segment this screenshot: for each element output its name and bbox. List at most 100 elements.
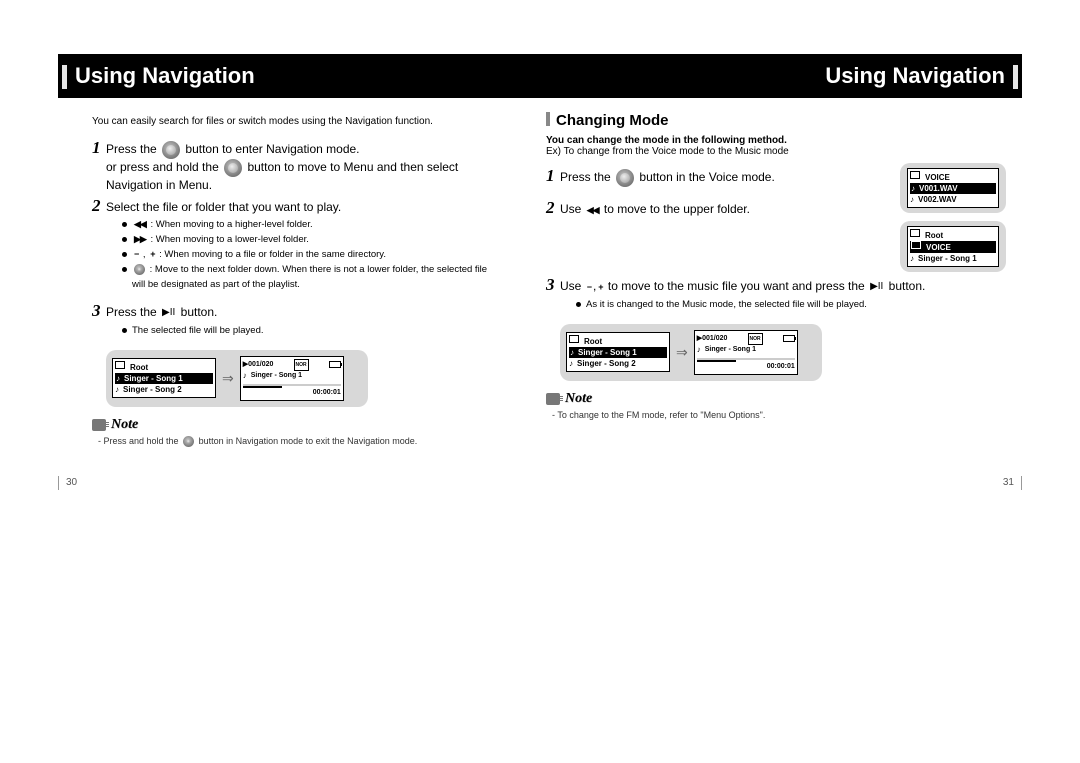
text: Singer - Song 1	[705, 345, 756, 355]
lcd-nav: Root Singer - Song 1 Singer - Song 2	[112, 358, 216, 398]
nav-dial-icon	[224, 159, 242, 177]
step-body: Select the file or folder that you want …	[106, 199, 492, 298]
plus-icon: +	[150, 247, 154, 262]
text: button.	[181, 305, 218, 319]
text: Singer - Song 1	[124, 373, 183, 384]
text: to move to the upper folder.	[604, 202, 750, 216]
nav-dial-icon	[162, 141, 180, 159]
progress	[697, 358, 795, 360]
section-heading: Changing Mode	[546, 112, 1006, 129]
nav-dial-icon	[616, 169, 634, 187]
step-number: 1	[546, 169, 560, 183]
left-column: You can easily search for files or switc…	[92, 110, 492, 448]
step-number: 2	[546, 201, 560, 215]
bullet: ▶▶ : When moving to a lower-level folder…	[122, 232, 492, 247]
text: VOICE	[925, 172, 950, 183]
music-icon	[911, 183, 916, 194]
text: 001/020	[702, 335, 727, 342]
lcd-row-selected: V001.WAV	[910, 183, 996, 194]
margin-line	[58, 476, 59, 490]
step-number: 1	[92, 141, 106, 155]
folder-icon	[910, 229, 922, 241]
text: Singer - Song 2	[577, 358, 636, 369]
note-header: Note	[546, 391, 1006, 407]
note-icon	[546, 393, 560, 405]
lcd-title: Root	[569, 335, 667, 347]
bullet: The selected file will be played.	[122, 323, 492, 338]
note-body: - Press and hold the button in Navigatio…	[98, 435, 492, 448]
note-header: Note	[92, 417, 492, 433]
lcd-row-selected: VOICE	[910, 241, 996, 253]
folder-icon	[910, 171, 922, 183]
step-body: Use −,+ to move to the music file you wa…	[560, 278, 1006, 318]
text: to move to the music file you want and p…	[608, 279, 865, 293]
bullet: ◀◀ : When moving to a higher-level folde…	[122, 217, 492, 232]
text: Singer - Song 1	[251, 371, 302, 381]
step-1: 1 Press the button in the Voice mode.	[546, 169, 880, 187]
text: Select the file or folder that you want …	[106, 200, 341, 214]
battery-icon	[783, 335, 795, 342]
screen-mock: VOICE V001.WAV V002.WAV	[900, 163, 1006, 213]
step-3: 3 Use −,+ to move to the music file you …	[546, 278, 1006, 318]
text: - Press and hold the	[98, 436, 179, 446]
manual-spread: Using Navigation Using Navigation You ca…	[0, 0, 1080, 763]
lcd-nav: Root VOICE Singer - Song 1	[907, 226, 999, 267]
lcd-row: Singer - Song 1	[697, 345, 795, 356]
music-icon	[115, 384, 120, 395]
bullet-list: The selected file will be played.	[122, 323, 492, 338]
arrow-icon: ⇒	[676, 344, 688, 361]
lcd-nav: VOICE V001.WAV V002.WAV	[907, 168, 999, 208]
margin-line	[1021, 476, 1022, 490]
music-icon	[569, 358, 574, 369]
rewind-icon: ◀◀	[134, 217, 146, 232]
page-number-left: 30	[66, 477, 77, 488]
text: V002.WAV	[918, 194, 957, 205]
lcd-nav: Root Singer - Song 1 Singer - Song 2	[566, 332, 670, 372]
music-icon	[570, 347, 575, 358]
nav-dial-icon	[134, 264, 145, 275]
play-pause-icon: ▶II	[870, 279, 883, 295]
right-column: Changing Mode You can change the mode in…	[546, 110, 1006, 422]
step-body: Press the button in the Voice mode.	[560, 169, 880, 187]
text: VOICE	[926, 242, 951, 253]
lcd-play: ▶001/020NOR Singer - Song 1 00:00:01	[694, 330, 798, 375]
folder-icon	[115, 361, 127, 373]
music-icon	[697, 345, 702, 356]
lcd-title: Root	[910, 229, 996, 241]
example-text: Ex) To change from the Voice mode to the…	[546, 146, 1006, 157]
folder-icon	[911, 241, 923, 253]
step-1: 1 Press the button to enter Navigation m…	[92, 141, 492, 193]
text: Singer - Song 2	[123, 384, 182, 395]
nav-dial-icon	[183, 436, 194, 447]
play-pause-icon: ▶II	[162, 305, 175, 321]
text: Root	[130, 362, 148, 373]
text: Move to the next folder down. When there…	[132, 264, 487, 290]
lcd-play: ▶001/020NOR Singer - Song 1 00:00:01	[240, 356, 344, 401]
text: Changing Mode	[556, 112, 669, 129]
side-screens: VOICE V001.WAV V002.WAV Root VOICE Singe…	[900, 163, 1006, 272]
note-body: - To change to the FM mode, refer to "Me…	[552, 409, 1006, 422]
page-number-right: 31	[1003, 477, 1014, 488]
text: V001.WAV	[919, 183, 958, 194]
lcd-row-selected: Singer - Song 1	[569, 347, 667, 358]
lcd-title: Root	[115, 361, 213, 373]
forward-icon: ▶▶	[134, 232, 146, 247]
lcd-row: Singer - Song 2	[115, 384, 213, 395]
progress	[243, 384, 341, 386]
text: button in Navigation mode to exit the Na…	[199, 436, 418, 446]
lcd-row: Singer - Song 1	[243, 371, 341, 382]
text: button.	[889, 279, 926, 293]
heading-bar-icon	[546, 112, 550, 126]
step-body: Press the button to enter Navigation mod…	[106, 141, 492, 193]
text: Press the	[560, 170, 611, 184]
step-body: Use ◀◀ to move to the upper folder.	[560, 201, 880, 218]
text: Press the	[106, 305, 157, 319]
text: When moving to a higher-level folder.	[156, 219, 313, 230]
intro-text: You can easily search for files or switc…	[92, 116, 492, 127]
lcd-row-selected: Singer - Song 1	[115, 373, 213, 384]
lcd-status: ▶001/020NOR	[243, 359, 341, 371]
lcd-row: Singer - Song 2	[569, 358, 667, 369]
step-2: 2 Use ◀◀ to move to the upper folder.	[546, 201, 880, 218]
step-number: 2	[92, 199, 106, 213]
time: 00:00:01	[243, 388, 341, 398]
